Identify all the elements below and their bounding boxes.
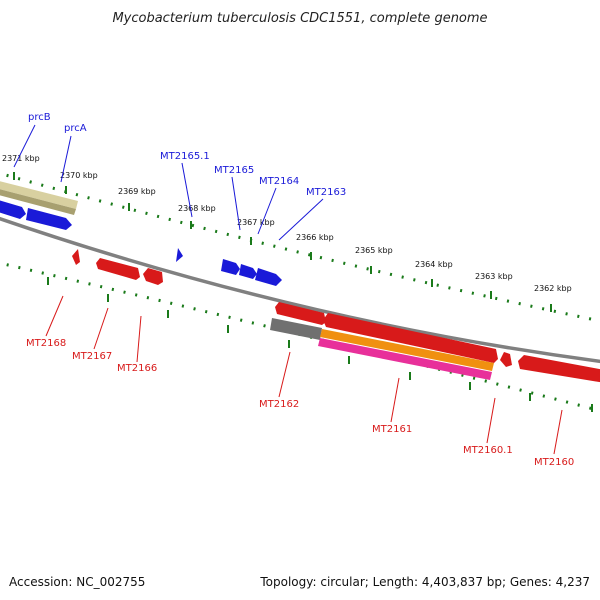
forward-label-leaders (13, 124, 324, 241)
gene-label-MT2160.1: MT2160.1 (463, 445, 513, 456)
gene-MT2165.1-arrow (176, 248, 183, 262)
scale-label-2370: 2370 kbp (60, 171, 98, 180)
gene-label-MT2168: MT2168 (26, 338, 66, 349)
accession-label: Accession: NC_002755 (9, 575, 145, 589)
gene-label-MT2165.1: MT2165.1 (160, 151, 210, 162)
gene-prcB-arrow (0, 200, 26, 219)
scale-label-2364: 2364 kbp (415, 260, 453, 269)
gene-label-MT2167: MT2167 (72, 351, 112, 362)
leader-MT2162 (278, 351, 291, 398)
scale-label-2368: 2368 kbp (178, 204, 216, 213)
scale-label-2363: 2363 kbp (475, 272, 513, 281)
scale-label-2367: 2367 kbp (237, 218, 275, 227)
gene-label-MT2162: MT2162 (259, 399, 299, 410)
gene-MT2160-arrow (518, 355, 600, 383)
gene-MT2162-arrow (275, 302, 326, 325)
leader-MT2167 (93, 307, 109, 350)
leader-prcB (13, 124, 36, 168)
leader-MT2160 (553, 409, 563, 455)
gene-label-MT2161: MT2161 (372, 424, 412, 435)
outer-major-ticks (13, 172, 552, 312)
scale-label-2366: 2366 kbp (296, 233, 334, 242)
outer-tick-ring (0, 171, 600, 323)
genome-stats: Topology: circular; Length: 4,403,837 bp… (259, 575, 590, 589)
reverse-label-leaders (45, 295, 563, 455)
leader-MT2164 (257, 187, 277, 235)
gene-MT2161-arrow (323, 313, 498, 363)
leader-MT2160.1 (486, 397, 496, 444)
gene-label-MT2164: MT2164 (259, 176, 299, 187)
gene-label-MT2163: MT2163 (306, 187, 346, 198)
gene-MT2167-arrow (96, 258, 140, 280)
leader-MT2165.1 (181, 162, 193, 218)
scale-label-2365: 2365 kbp (355, 246, 393, 255)
gene-label-prcA: prcA (64, 123, 87, 134)
gray-feature (270, 318, 322, 340)
leader-MT2165 (231, 176, 241, 231)
orange-feature (320, 329, 494, 371)
gene-label-MT2160: MT2160 (534, 457, 574, 468)
gene-label-MT2165: MT2165 (214, 165, 254, 176)
gene-MT2160.1-arrow (500, 352, 512, 367)
magenta-feature (318, 338, 492, 380)
forward-genes (0, 200, 282, 286)
gene-label-MT2166: MT2166 (117, 363, 157, 374)
gene-MT2165-arrow (221, 259, 240, 275)
map-title: Mycobacterium tuberculosis CDC1551, comp… (112, 11, 487, 26)
leader-MT2163 (278, 198, 324, 241)
gene-MT2166-arrow (143, 268, 163, 285)
reverse-genes (72, 249, 600, 383)
gene-label-prcB: prcB (28, 112, 51, 123)
scale-label-2371: 2371 kbp (2, 154, 40, 163)
leader-MT2161 (390, 377, 400, 423)
leader-prcA (60, 135, 72, 183)
gene-prcA-arrow (26, 208, 72, 230)
leader-MT2166 (136, 315, 142, 363)
scale-label-2362: 2362 kbp (534, 284, 572, 293)
inner-major-ticks (47, 277, 593, 412)
gene-MT2168-arrow (72, 249, 80, 265)
gene-MT2163-arrow (255, 268, 282, 286)
inner-tick-ring (0, 261, 600, 413)
scale-label-2369: 2369 kbp (118, 187, 156, 196)
leader-MT2168 (45, 295, 64, 337)
khaki-feature (0, 181, 78, 215)
gene-MT2164-arrow (239, 264, 257, 279)
genome-backbone (0, 216, 600, 364)
